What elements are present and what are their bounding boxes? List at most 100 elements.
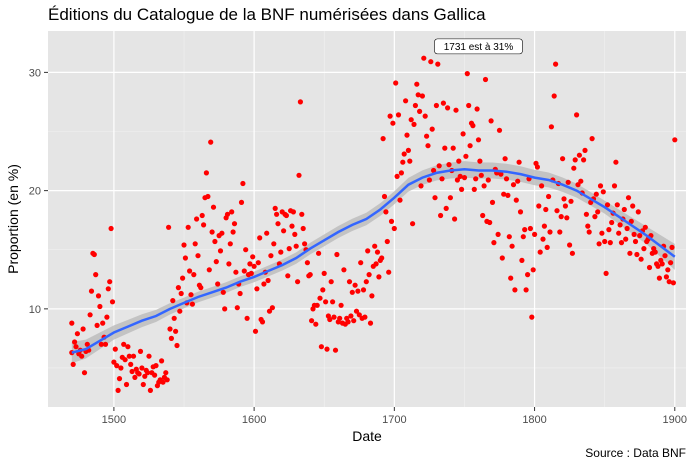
data-point — [506, 234, 512, 240]
data-point — [229, 209, 235, 215]
data-point — [358, 260, 364, 266]
data-point — [632, 238, 639, 245]
data-point — [126, 353, 132, 359]
data-point — [630, 203, 636, 209]
data-point — [264, 230, 270, 236]
data-point — [397, 197, 403, 203]
data-point — [331, 314, 337, 320]
data-point — [97, 303, 103, 310]
data-point — [152, 372, 158, 378]
data-point — [428, 59, 434, 65]
data-point — [439, 176, 445, 182]
data-point — [230, 229, 236, 235]
x-tick-label: 1500 — [102, 414, 126, 426]
data-point — [175, 285, 181, 291]
data-point — [91, 251, 97, 258]
data-point — [314, 302, 320, 308]
data-point — [293, 243, 299, 249]
data-point — [199, 212, 205, 219]
data-point — [168, 335, 174, 341]
data-point — [516, 159, 522, 165]
data-point — [609, 219, 615, 226]
data-point — [440, 100, 446, 106]
data-point — [224, 211, 231, 217]
data-point — [122, 357, 128, 363]
data-point — [540, 236, 546, 242]
data-point — [238, 199, 245, 205]
data-point — [408, 117, 414, 123]
data-point — [453, 107, 459, 113]
data-point — [244, 315, 250, 321]
data-point — [383, 209, 389, 215]
data-point — [621, 206, 627, 213]
data-point — [582, 147, 588, 153]
data-point — [606, 227, 612, 233]
data-point — [94, 322, 100, 328]
data-point — [222, 306, 228, 312]
data-point — [541, 223, 548, 229]
data-point — [436, 163, 442, 169]
data-point — [534, 164, 541, 170]
data-point — [422, 113, 428, 119]
data-point — [334, 251, 340, 258]
data-point — [668, 260, 674, 266]
data-point — [560, 156, 566, 162]
data-point — [467, 143, 473, 149]
data-point — [656, 275, 663, 281]
data-point — [655, 263, 661, 269]
data-point — [84, 341, 90, 347]
chart-title: Éditions du Catalogue de la BNF numérisé… — [48, 5, 486, 24]
data-point — [332, 347, 339, 353]
data-point — [164, 377, 170, 383]
data-point — [501, 191, 507, 197]
data-point — [128, 361, 134, 367]
data-point — [450, 145, 456, 151]
data-point — [201, 222, 207, 228]
data-point — [139, 365, 145, 371]
data-point — [523, 287, 529, 293]
data-point — [503, 176, 510, 182]
data-point — [666, 279, 672, 285]
data-point — [401, 151, 407, 157]
data-point — [618, 240, 625, 246]
data-point — [641, 246, 647, 252]
data-point — [108, 225, 114, 232]
data-point — [114, 363, 120, 369]
data-point — [132, 374, 138, 380]
data-point — [87, 312, 93, 318]
data-point — [426, 177, 432, 183]
data-point — [586, 229, 592, 235]
data-point — [398, 170, 404, 176]
y-tick-label: 20 — [29, 186, 41, 198]
data-point — [393, 80, 399, 86]
data-point — [491, 240, 497, 246]
data-point — [585, 223, 591, 229]
data-point — [98, 341, 104, 347]
data-point — [635, 209, 641, 215]
data-point — [261, 281, 267, 287]
data-point — [95, 293, 102, 299]
data-point — [574, 112, 580, 118]
data-point — [446, 162, 452, 168]
data-point — [672, 137, 678, 143]
data-point — [209, 229, 215, 235]
data-point — [562, 203, 569, 209]
data-point — [266, 308, 273, 314]
data-point — [341, 267, 347, 273]
data-point — [638, 256, 644, 262]
data-point — [337, 315, 343, 321]
data-point — [72, 339, 78, 345]
data-point — [324, 346, 330, 352]
data-point — [217, 248, 224, 254]
grid — [48, 31, 686, 407]
data-point — [513, 197, 519, 203]
data-point — [613, 159, 619, 165]
data-point — [447, 195, 453, 201]
data-point — [625, 195, 632, 201]
data-point — [210, 204, 217, 210]
data-point — [374, 249, 381, 255]
data-point — [604, 202, 611, 208]
annotation-box — [434, 38, 523, 55]
data-point — [623, 236, 629, 242]
data-point — [410, 221, 416, 227]
